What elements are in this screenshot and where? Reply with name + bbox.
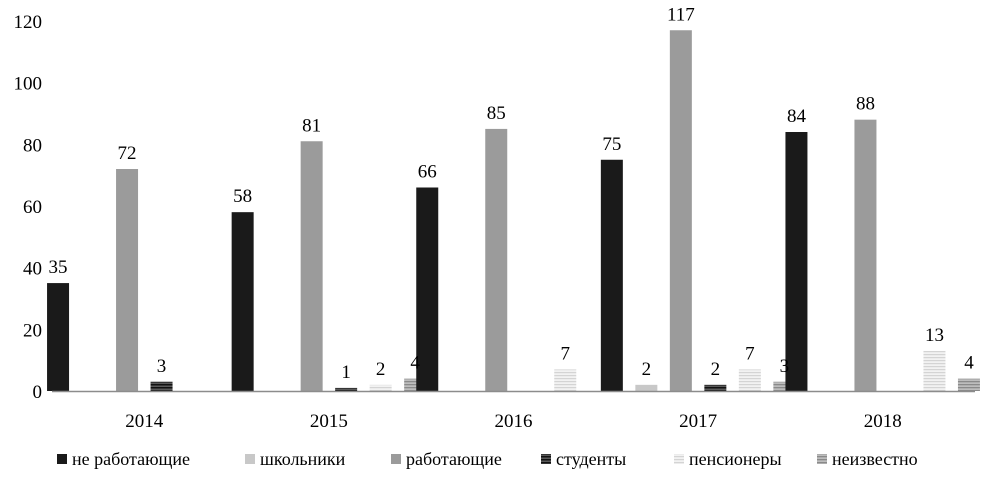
legend-swatch-неизвестно (817, 454, 827, 464)
data-label-2016-пенсионеры: 7 (561, 343, 571, 364)
data-label-2018-работающие: 88 (856, 94, 875, 115)
legend-label-пенсионеры: пенсионеры (689, 449, 782, 469)
bar-2014-не-работающие (47, 283, 70, 391)
data-label-2016-не-работающие: 66 (418, 162, 437, 183)
data-label-2015-не-работающие: 58 (233, 186, 252, 207)
data-label-2017-не-работающие: 75 (602, 134, 621, 155)
data-label-2018-неизвестно: 4 (964, 353, 974, 374)
y-tick-label: 120 (14, 12, 43, 33)
bar-2017-не-работающие (600, 159, 623, 391)
bar-2014-работающие (116, 169, 139, 391)
y-tick-label: 40 (23, 259, 42, 280)
bar-2014-студенты (150, 381, 173, 391)
data-label-2017-неизвестно: 3 (780, 356, 790, 377)
bar-2016-пенсионеры (554, 369, 577, 391)
data-label-2018-пенсионеры: 13 (925, 325, 944, 346)
data-label-2017-пенсионеры: 7 (745, 343, 755, 364)
bar-2017-школьники (635, 384, 658, 391)
legend-label-неизвестно: неизвестно (832, 449, 918, 469)
x-tick-label: 2018 (864, 411, 902, 432)
bar-2015-студенты (335, 387, 358, 391)
y-tick-label: 100 (14, 74, 43, 95)
data-label-2016-работающие: 85 (487, 103, 506, 124)
data-label-2015-студенты: 1 (341, 362, 351, 383)
data-label-2015-неизвестно: 4 (410, 353, 420, 374)
y-tick-label: 80 (23, 135, 42, 156)
data-label-2018-не-работающие: 84 (787, 106, 807, 127)
bar-2017-неизвестно (773, 381, 796, 391)
data-label-2015-пенсионеры: 2 (376, 359, 386, 380)
legend-swatch-не-работающие (57, 454, 67, 464)
data-label-2014-не-работающие: 35 (49, 257, 68, 278)
data-label-2015-работающие: 81 (302, 115, 321, 136)
data-label-2014-студенты: 3 (157, 356, 167, 377)
bar-2018-работающие (854, 119, 877, 392)
legend-label-школьники: школьники (260, 449, 346, 469)
bar-2018-неизвестно (957, 378, 980, 391)
bar-2015-работающие (300, 141, 323, 391)
legend: не работающие школьники работающие студенты… (57, 449, 918, 469)
bar-2017-студенты (704, 384, 727, 391)
bar-2017-работающие (669, 30, 692, 391)
bar-2016-не-работающие (416, 187, 439, 391)
y-tick-label: 0 (33, 382, 43, 403)
bars (47, 30, 980, 392)
legend-swatch-студенты (541, 454, 551, 464)
data-labels: 35 72 3 58 81 1 2 4 66 85 7 75 2 117 2 7 3 84 88 13 4 (49, 4, 975, 383)
y-axis-tick-labels: 0 20 40 60 80 100 120 (14, 12, 43, 403)
data-label-2014-работающие: 72 (118, 143, 137, 164)
legend-label-не-работающие: не работающие (72, 449, 190, 469)
bar-2017-пенсионеры (738, 369, 761, 391)
x-tick-label: 2017 (679, 411, 717, 432)
legend-swatch-пенсионеры (674, 454, 684, 464)
y-tick-label: 60 (23, 197, 42, 218)
bar-2015-не-работающие (231, 212, 254, 391)
x-axis-tick-labels: 2014 2015 2016 2017 2018 (125, 411, 901, 432)
legend-label-работающие: работающие (406, 449, 502, 469)
data-label-2017-студенты: 2 (711, 359, 721, 380)
bar-2016-работающие (485, 128, 508, 391)
bar-2018-не-работающие (785, 132, 808, 391)
data-label-2017-работающие: 117 (667, 4, 695, 25)
legend-label-студенты: студенты (556, 449, 626, 469)
x-tick-label: 2015 (310, 411, 348, 432)
x-tick-label: 2016 (495, 411, 533, 432)
legend-swatch-работающие (391, 454, 401, 464)
data-label-2017-школьники: 2 (642, 359, 652, 380)
bar-2018-пенсионеры (923, 350, 946, 391)
legend-swatch-школьники (245, 454, 255, 464)
x-tick-label: 2014 (125, 411, 164, 432)
bar-2015-пенсионеры (369, 384, 392, 391)
y-tick-label: 20 (23, 320, 42, 341)
